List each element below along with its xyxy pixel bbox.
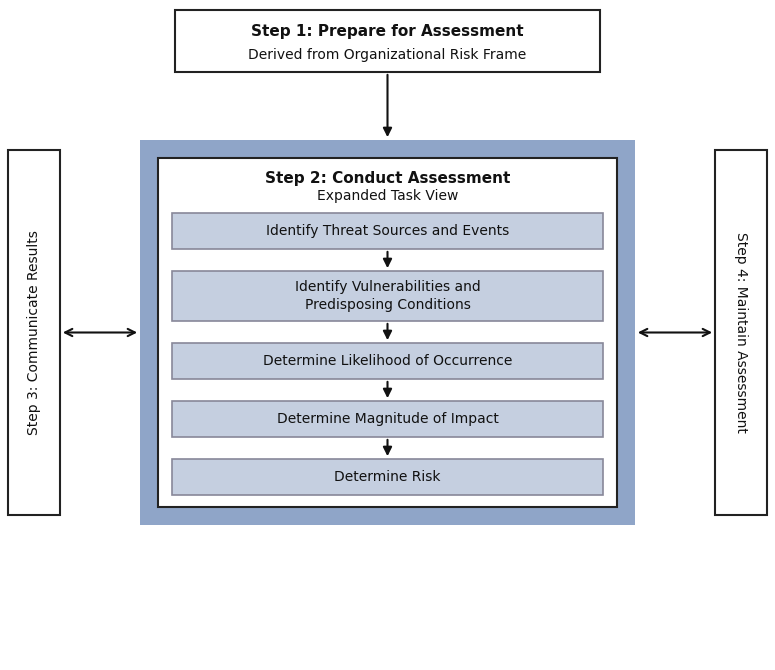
Bar [172, 271, 603, 321]
Text: Determine Likelihood of Occurrence: Determine Likelihood of Occurrence [263, 354, 512, 368]
Text: Step 3: Communicate Results: Step 3: Communicate Results [27, 230, 41, 435]
Text: Determine Magnitude of Impact: Determine Magnitude of Impact [277, 412, 498, 426]
Text: Determine Risk: Determine Risk [334, 470, 441, 484]
Bar [172, 401, 603, 437]
Bar [158, 158, 617, 507]
Text: Step 2: Conduct Assessment: Step 2: Conduct Assessment [265, 170, 510, 186]
Bar [715, 150, 767, 515]
Text: Identify Threat Sources and Events: Identify Threat Sources and Events [266, 224, 509, 238]
Text: Expanded Task View: Expanded Task View [317, 189, 458, 203]
Bar [140, 140, 635, 525]
Text: Step 4: Maintain Assessment: Step 4: Maintain Assessment [734, 232, 748, 433]
Bar [172, 343, 603, 379]
Text: Step 1: Prepare for Assessment: Step 1: Prepare for Assessment [251, 23, 524, 39]
Bar [8, 150, 60, 515]
Text: Identify Vulnerabilities and
Predisposing Conditions: Identify Vulnerabilities and Predisposin… [294, 280, 480, 312]
Bar [172, 459, 603, 495]
Bar [172, 213, 603, 249]
Text: Derived from Organizational Risk Frame: Derived from Organizational Risk Frame [248, 48, 527, 62]
Bar [175, 10, 600, 72]
